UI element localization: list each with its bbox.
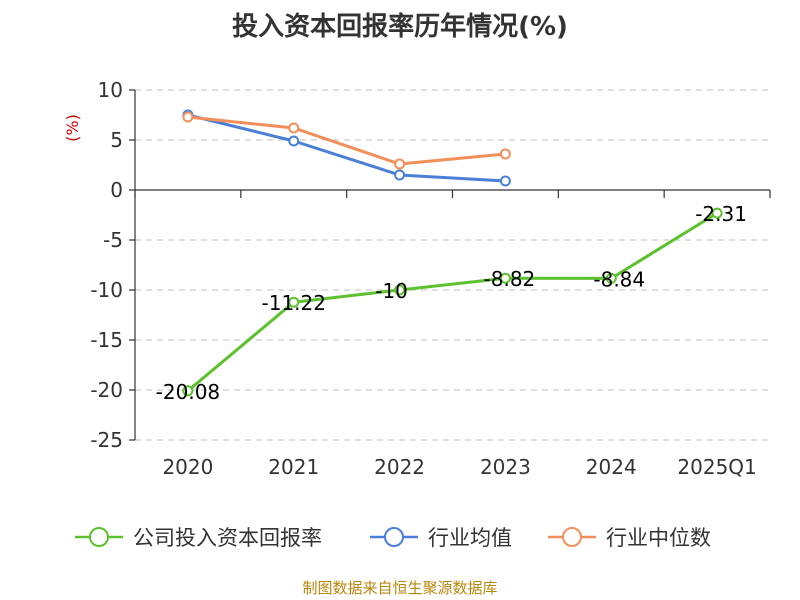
data-point: [499, 148, 511, 160]
data-label: -20.08: [156, 380, 220, 404]
y-tick-label: -5: [103, 228, 123, 252]
y-tick-label: 5: [110, 128, 123, 152]
x-tick-labels: 2020 2021 2022 2023 2024 2025Q1: [162, 455, 756, 479]
data-point: [288, 296, 300, 308]
x-tick-label: 2025Q1: [677, 455, 756, 479]
data-point: [288, 122, 300, 134]
legend-marker: [562, 527, 582, 547]
y-tick-label: -10: [90, 278, 123, 302]
data-label: -10: [375, 279, 408, 303]
legend: 公司投入资本回报率 行业均值 行业中位数: [75, 526, 711, 550]
axes: [129, 89, 771, 441]
data-label: -8.84: [593, 267, 645, 291]
y-axis-label: (%): [63, 114, 82, 142]
data-point: [499, 272, 511, 284]
y-tick-label: 10: [98, 78, 123, 102]
data-labels: -20.08 -11.22 -10 -8.82 -8.84 -2.31: [156, 202, 747, 404]
x-tick-label: 2023: [480, 455, 531, 479]
data-label: -11.22: [262, 291, 326, 315]
data-point: [711, 207, 723, 219]
data-point: [499, 175, 511, 187]
data-point: [182, 385, 194, 397]
x-tick-label: 2020: [162, 455, 213, 479]
data-point: [605, 272, 617, 284]
legend-label: 公司投入资本回报率: [133, 526, 322, 550]
series-line-1: [187, 113, 506, 183]
grid-lines: [135, 89, 770, 441]
series-lines: [182, 109, 723, 397]
x-tick-label: 2021: [268, 455, 319, 479]
y-tick-label: -15: [90, 328, 123, 352]
y-tick-label: -25: [90, 428, 123, 452]
data-label: -8.82: [484, 267, 536, 291]
y-tick-label: -20: [90, 378, 123, 402]
x-tick-label: 2024: [586, 455, 637, 479]
data-point: [288, 135, 300, 147]
legend-marker: [384, 527, 404, 547]
series-line-0: [186, 211, 718, 392]
data-source-note: 制图数据来自恒生聚源数据库: [302, 579, 498, 597]
data-label: -2.31: [695, 202, 747, 226]
legend-label: 行业中位数: [606, 526, 711, 550]
data-point: [182, 111, 194, 123]
data-point: [394, 169, 406, 181]
y-tick-labels: 10 5 0 -5 -10 -15 -20 -25: [90, 78, 123, 452]
y-tick-label: 0: [110, 178, 123, 202]
data-point: [394, 284, 406, 296]
legend-label: 行业均值: [428, 526, 512, 550]
series-line-2: [187, 115, 506, 166]
chart-title: 投入资本回报率历年情况(%): [232, 12, 568, 42]
x-tick-label: 2022: [374, 455, 425, 479]
data-point: [394, 158, 406, 170]
legend-marker: [89, 527, 109, 547]
